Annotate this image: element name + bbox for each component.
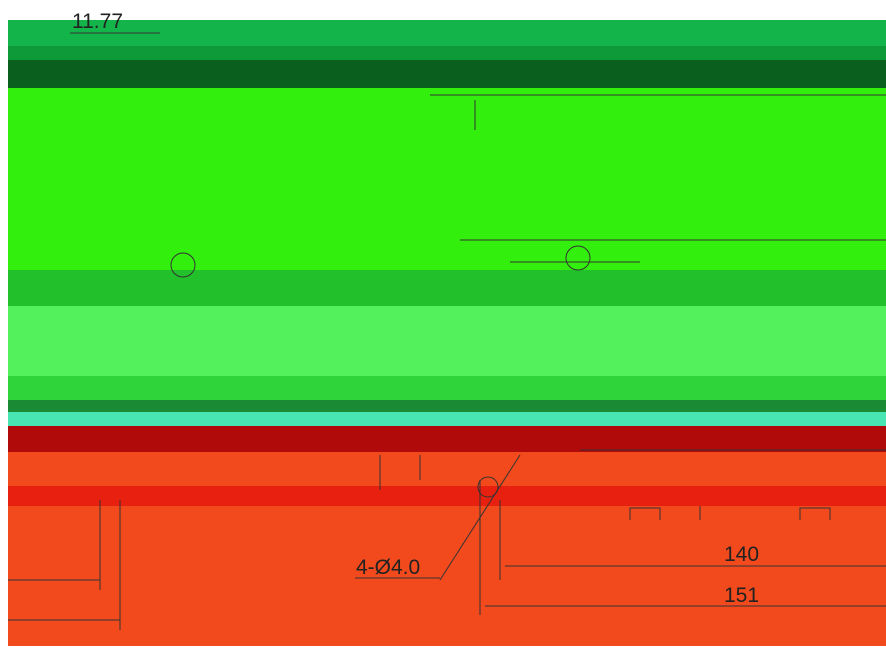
green-region bbox=[8, 20, 886, 426]
dim-top: 11.77 bbox=[72, 10, 123, 33]
drawing-lines bbox=[8, 32, 886, 630]
dim-inner: 140 bbox=[724, 543, 759, 566]
dim-outer: 151 bbox=[724, 584, 759, 607]
red-region bbox=[8, 426, 886, 646]
dim-hole: 4-Ø4.0 bbox=[356, 556, 420, 579]
